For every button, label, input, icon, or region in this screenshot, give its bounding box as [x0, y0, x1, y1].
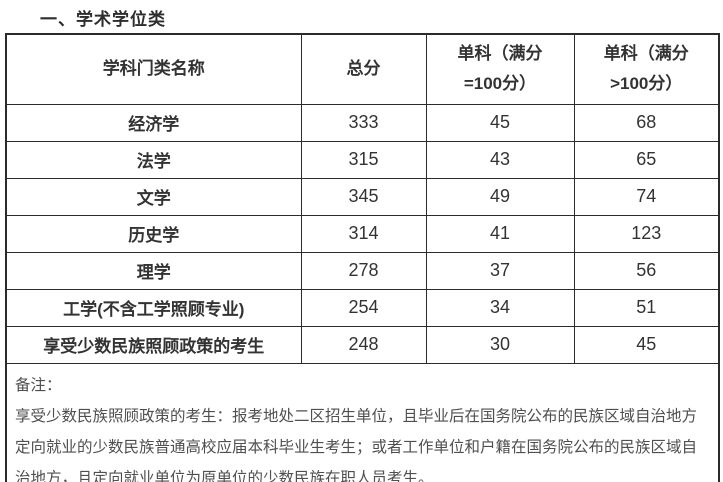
single-subject-gt100-score: 56 — [573, 251, 720, 290]
single-subject-gt100-score: 51 — [573, 288, 720, 327]
header-text-line1: 单科（满分 — [457, 44, 543, 64]
discipline-name: 经济学 — [5, 103, 302, 142]
single-subject-eq100-score: 43 — [425, 140, 575, 179]
total-score: 315 — [300, 140, 427, 179]
single-subject-gt100-score: 123 — [573, 214, 720, 253]
discipline-name: 享受少数民族照顾政策的考生 — [5, 325, 302, 364]
header-text: 学科门类名称 — [102, 59, 205, 79]
table-row: 经济学 333 45 68 — [5, 103, 720, 142]
total-score: 248 — [300, 325, 427, 364]
remark-cell: 备注： 享受少数民族照顾政策的考生：报考地处二区招生单位，且毕业后在国务院公布的… — [5, 362, 720, 482]
column-header-single-gt100: 单科（满分 >100分） — [573, 33, 720, 105]
column-header-total: 总分 — [300, 33, 427, 105]
discipline-name: 工学(不含工学照顾专业) — [5, 288, 302, 327]
single-subject-eq100-score: 41 — [425, 214, 575, 253]
single-subject-eq100-score: 49 — [425, 177, 575, 216]
single-subject-eq100-score: 37 — [425, 251, 575, 290]
remark-label: 备注： — [15, 376, 62, 394]
table-row: 理学 278 37 56 — [5, 251, 720, 290]
header-text-line2: =100分） — [463, 74, 537, 94]
discipline-name: 法学 — [5, 140, 302, 179]
total-score: 278 — [300, 251, 427, 290]
column-header-single-eq100: 单科（满分 =100分） — [425, 33, 575, 105]
table-row: 工学(不含工学照顾专业) 254 34 51 — [5, 288, 720, 327]
column-header-discipline: 学科门类名称 — [5, 33, 302, 105]
table-row: 享受少数民族照顾政策的考生 248 30 45 — [5, 325, 720, 364]
header-text-line1: 单科（满分 — [603, 44, 689, 64]
table-row: 历史学 314 41 123 — [5, 214, 720, 253]
score-table: 学科门类名称 总分 单科（满分 =100分） 单科（满分 >100分） 经济学 … — [5, 33, 720, 482]
single-subject-eq100-score: 30 — [425, 325, 575, 364]
single-subject-eq100-score: 34 — [425, 288, 575, 327]
header-text: 总分 — [346, 59, 381, 79]
total-score: 333 — [300, 103, 427, 142]
remark-row: 备注： 享受少数民族照顾政策的考生：报考地处二区招生单位，且毕业后在国务院公布的… — [5, 362, 720, 482]
total-score: 345 — [300, 177, 427, 216]
single-subject-gt100-score: 68 — [573, 103, 720, 142]
section-title: 一、学术学位类 — [40, 10, 166, 29]
total-score: 254 — [300, 288, 427, 327]
discipline-name: 理学 — [5, 251, 302, 290]
discipline-name: 历史学 — [5, 214, 302, 253]
header-text-line2: >100分） — [610, 74, 683, 94]
header-row: 学科门类名称 总分 单科（满分 =100分） 单科（满分 >100分） — [5, 33, 720, 105]
single-subject-gt100-score: 65 — [573, 140, 720, 179]
table-row: 法学 315 43 65 — [5, 140, 720, 179]
single-subject-gt100-score: 45 — [573, 325, 720, 364]
single-subject-eq100-score: 45 — [425, 103, 575, 142]
table-row: 文学 345 49 74 — [5, 177, 720, 216]
total-score: 314 — [300, 214, 427, 253]
discipline-name: 文学 — [5, 177, 302, 216]
remark-text: 享受少数民族照顾政策的考生：报考地处二区招生单位，且毕业后在国务院公布的民族区域… — [15, 407, 698, 482]
single-subject-gt100-score: 74 — [573, 177, 720, 216]
